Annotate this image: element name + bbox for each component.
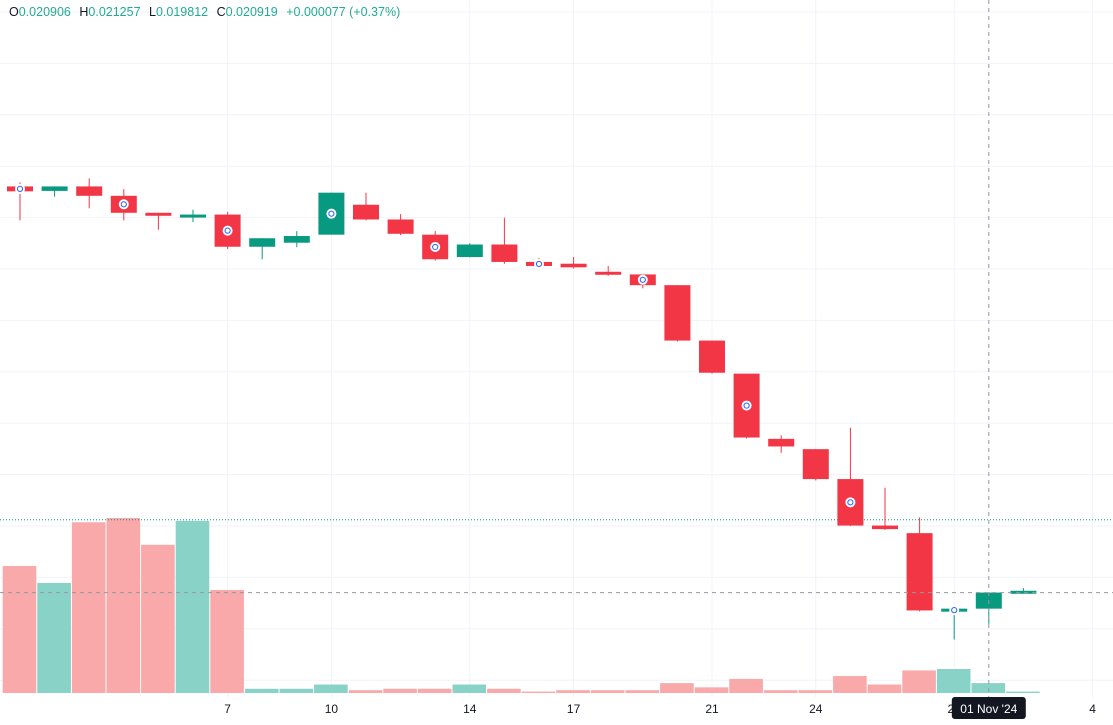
crosshair-date-badge [951, 697, 1026, 719]
candle-body [906, 533, 933, 611]
candle-body [560, 263, 587, 268]
x-tick-label: 24 [809, 702, 823, 716]
x-tick-label: 17 [567, 702, 581, 716]
volume-bar [660, 683, 694, 693]
candle-body [249, 238, 276, 247]
volume-bar [417, 688, 452, 693]
candle-body [872, 525, 898, 530]
event-marker-dot [639, 276, 646, 283]
event-marker [845, 497, 856, 508]
candle-body [76, 186, 103, 196]
volume-bar [487, 688, 521, 693]
event-marker-dot [951, 607, 958, 614]
event-marker [741, 400, 752, 411]
x-tick-label: 14 [463, 702, 477, 716]
candle-body [387, 219, 414, 234]
change-value: +0.000077 (+0.37%) [286, 5, 401, 19]
event-marker [15, 183, 25, 194]
high-label: H [79, 5, 89, 19]
event-marker-dot [535, 260, 543, 268]
volume-bar [729, 678, 763, 693]
volume-bar [936, 669, 971, 693]
volume-bar [833, 676, 867, 693]
event-marker-dot [120, 201, 127, 208]
candle-body [180, 214, 206, 218]
volume-bar [452, 684, 487, 693]
candle-body [664, 285, 691, 341]
volume-bar [210, 589, 244, 693]
x-tick-label: 21 [705, 702, 719, 716]
volume-bar [590, 690, 625, 693]
low-value: 0.019812 [155, 5, 209, 19]
volume-bar [37, 582, 71, 693]
event-marker [949, 605, 960, 616]
volume-bar [314, 684, 348, 693]
event-marker-dot [432, 243, 439, 251]
candle-body [283, 236, 310, 243]
volume-bars [2, 518, 1040, 693]
event-marker [118, 199, 129, 210]
candle-body [1010, 590, 1037, 594]
x-tick-label: 10 [325, 702, 339, 716]
volume-bar [1006, 691, 1040, 693]
volume-bar [694, 687, 729, 693]
ohlc-legend: O0.020906 H0.021257 L0.019812 C0.020919 … [9, 5, 400, 19]
candle-body [699, 340, 725, 373]
volume-bar [521, 691, 556, 693]
volume-bar [556, 690, 590, 693]
volume-bar [798, 690, 833, 693]
volume-bar [141, 544, 175, 693]
volume-bar [867, 684, 902, 693]
volume-bar [2, 565, 37, 693]
x-tick-label: 4 [1089, 702, 1096, 716]
x-axis: 7101417212428401 Nov '24 [224, 697, 1096, 719]
candle-body [353, 204, 379, 220]
volume-bar [106, 518, 141, 693]
event-marker [430, 241, 441, 252]
open-label: O [9, 5, 19, 19]
event-marker-dot [16, 185, 24, 192]
high-value: 0.021257 [88, 5, 141, 19]
volume-bar [763, 690, 798, 693]
x-tick-label: 7 [224, 702, 231, 716]
crosshair [0, 0, 1113, 698]
low-label: L [149, 5, 156, 19]
candle-body [768, 438, 795, 447]
volume-bar [279, 688, 314, 693]
event-marker [326, 208, 337, 219]
close-value: 0.020919 [225, 5, 278, 19]
volume-bar [902, 670, 936, 693]
event-marker-dot [847, 499, 854, 506]
volume-bar [383, 688, 417, 693]
candle-body [145, 212, 172, 216]
event-marker [222, 225, 233, 236]
candle-body [595, 271, 622, 275]
event-marker-dot [743, 402, 750, 409]
close-label: C [216, 5, 226, 19]
candles [7, 178, 1037, 640]
event-marker [534, 258, 544, 269]
event-marker-dot [328, 210, 335, 217]
crosshair-date-label: 01 Nov '24 [960, 702, 1017, 716]
open-value: 0.020906 [18, 5, 71, 19]
volume-bar [625, 690, 660, 693]
candle-body [802, 449, 829, 480]
candle-body [491, 244, 518, 262]
candle-body [456, 244, 483, 258]
volume-bar [244, 688, 279, 693]
volume-bar [71, 522, 106, 693]
volume-bar [348, 690, 383, 693]
candle-body [41, 186, 68, 191]
event-marker-dot [224, 227, 231, 234]
event-marker [637, 274, 648, 285]
volume-bar [175, 520, 210, 693]
